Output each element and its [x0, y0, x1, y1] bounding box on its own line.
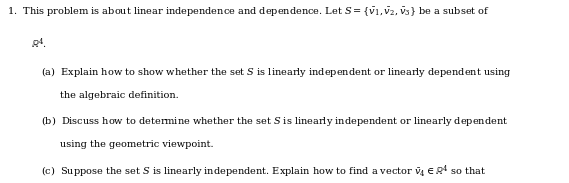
Text: 1.  This problem is about linear independence and dependence. Let $S = \{\bar{v}: 1. This problem is about linear independ…: [7, 5, 490, 18]
Text: $\mathbb{R}^4$.: $\mathbb{R}^4$.: [31, 37, 47, 51]
Text: using the geometric viewpoint.: using the geometric viewpoint.: [60, 140, 213, 149]
Text: (c)  Suppose the set $S$ is linearly independent. Explain how to find a vector $: (c) Suppose the set $S$ is linearly inde…: [41, 164, 486, 180]
Text: (a)  Explain how to show whether the set $S$ is linearly independent or linearly: (a) Explain how to show whether the set …: [41, 65, 512, 79]
Text: the algebraic definition.: the algebraic definition.: [60, 91, 179, 100]
Text: (b)  Discuss how to determine whether the set $S$ is linearly independent or lin: (b) Discuss how to determine whether the…: [41, 114, 508, 128]
